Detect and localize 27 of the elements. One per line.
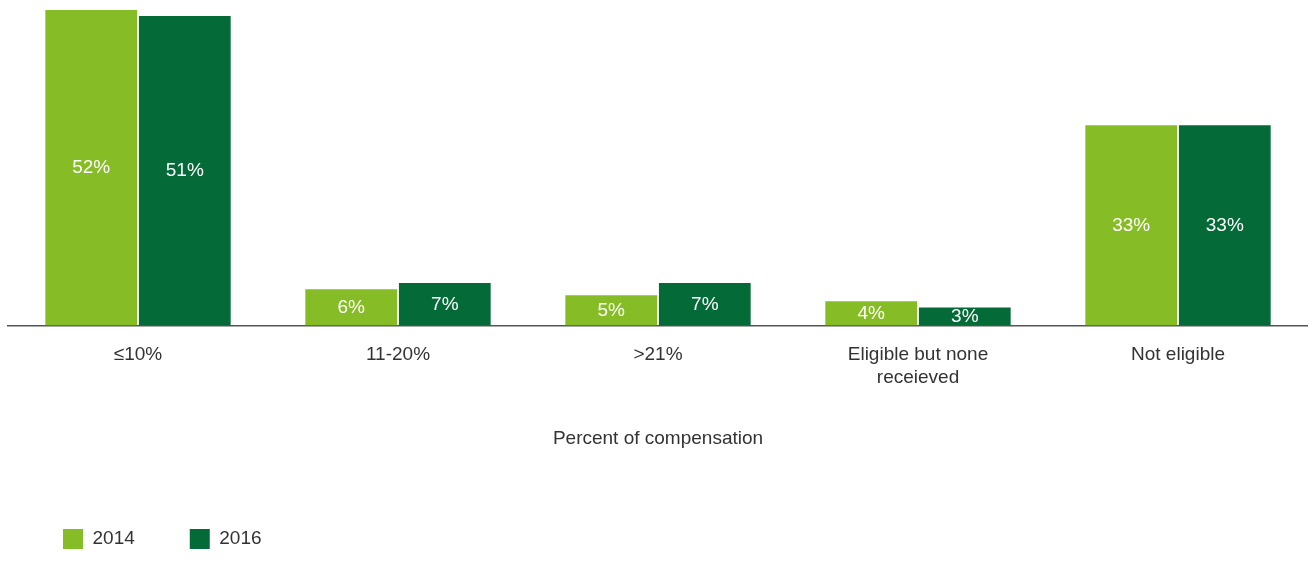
legend-label: 2016 xyxy=(219,527,262,549)
bar xyxy=(825,301,918,326)
legend-label: 2014 xyxy=(92,527,136,549)
data-label: 6% xyxy=(337,295,366,317)
data-label: 7% xyxy=(691,292,719,314)
x-axis-title: Percent of compensation xyxy=(552,426,764,448)
data-label: 3% xyxy=(951,304,979,326)
x-tick-label: >21% xyxy=(633,343,683,365)
bar xyxy=(1085,125,1178,326)
data-label: 33% xyxy=(1112,213,1151,235)
data-label: 5% xyxy=(597,298,626,320)
x-tick-label: Eligible but none receieved xyxy=(847,343,989,388)
data-label: 52% xyxy=(72,156,111,178)
bar xyxy=(398,283,491,326)
x-tick-label: ≤10% xyxy=(113,343,163,365)
x-tick-label: 11-20% xyxy=(365,343,431,365)
bar xyxy=(565,295,658,326)
data-label: 33% xyxy=(1205,213,1244,235)
bar xyxy=(305,289,398,326)
data-label: 7% xyxy=(431,292,459,314)
data-label: 51% xyxy=(165,159,204,181)
bar xyxy=(1178,125,1271,326)
bar xyxy=(45,10,138,326)
data-label: 4% xyxy=(857,301,886,323)
bar xyxy=(658,283,751,326)
bar xyxy=(138,16,231,326)
x-tick-label: Not eligible xyxy=(1131,343,1225,365)
